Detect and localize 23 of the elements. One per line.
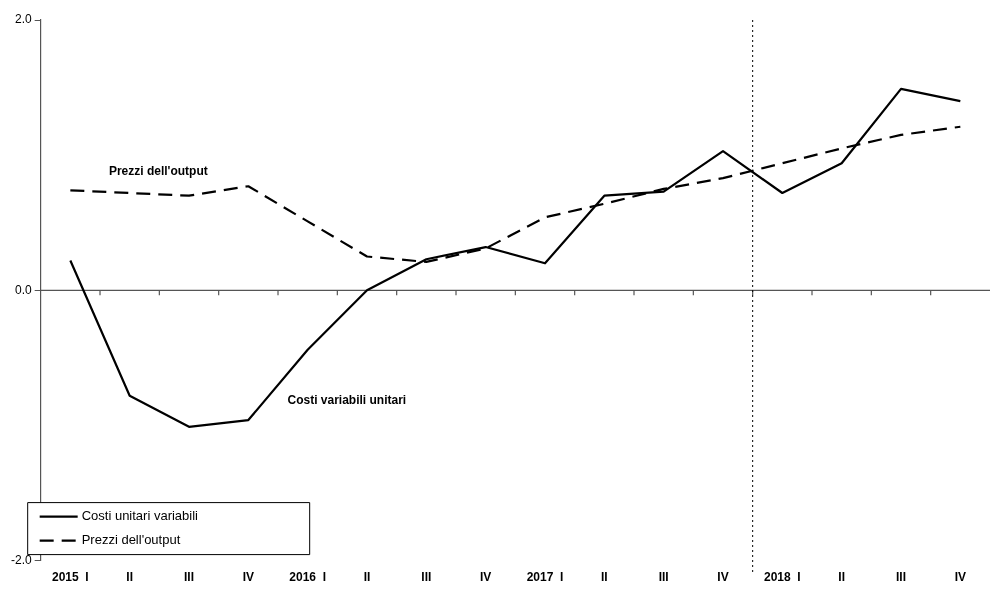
x-tick-label: III (421, 570, 432, 585)
x-tick-label: IV (954, 570, 967, 585)
x-tick-label: II (363, 570, 371, 585)
x-tick-label: II (126, 570, 134, 585)
x-tick-label: IV (717, 570, 729, 585)
x-tick-label: IV (242, 570, 255, 585)
x-tick-label: III (658, 570, 669, 585)
annotation: Prezzi dell'output (108, 163, 208, 178)
annotation: Costi variabili unitari (287, 393, 407, 408)
x-tick-label: III (184, 570, 195, 585)
legend-label: Prezzi dell'output (81, 532, 181, 548)
x-tick-label: 2018 I (763, 570, 801, 585)
x-tick-label: II (601, 570, 608, 585)
x-tick-label: III (895, 570, 907, 585)
y-tick-label: 0.0 (14, 282, 32, 297)
y-tick-label: 2.0 (14, 12, 32, 27)
x-tick-label: 2016 I (289, 570, 327, 585)
x-tick-label: IV (480, 570, 492, 585)
x-tick-label: 2015 I (51, 570, 89, 585)
x-tick-label: II (838, 570, 845, 585)
legend-label: Costi unitari variabili (81, 508, 199, 524)
x-tick-label: 2017 I (526, 570, 564, 585)
y-tick-label: -2.0 (10, 552, 32, 567)
